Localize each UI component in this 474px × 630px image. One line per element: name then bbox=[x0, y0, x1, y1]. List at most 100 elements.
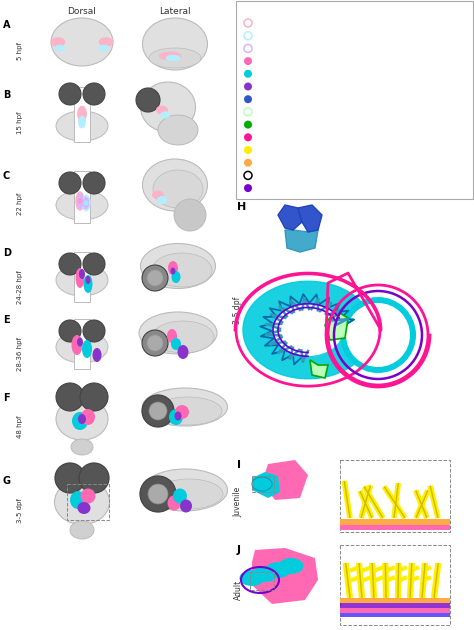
Ellipse shape bbox=[81, 409, 95, 425]
Ellipse shape bbox=[82, 195, 90, 210]
Ellipse shape bbox=[78, 194, 82, 208]
Ellipse shape bbox=[173, 488, 187, 503]
Circle shape bbox=[244, 171, 252, 180]
Ellipse shape bbox=[166, 55, 180, 61]
Text: 28-36 hpf: 28-36 hpf bbox=[17, 337, 23, 371]
Bar bbox=[340, 603, 450, 608]
Circle shape bbox=[340, 297, 416, 373]
Bar bbox=[74, 87, 90, 142]
Text: Endocardial Cell: Endocardial Cell bbox=[256, 84, 314, 89]
Text: 15 hpf: 15 hpf bbox=[17, 112, 23, 134]
Circle shape bbox=[59, 172, 81, 194]
Circle shape bbox=[244, 57, 252, 65]
Ellipse shape bbox=[51, 38, 65, 47]
Text: G: G bbox=[3, 476, 11, 486]
Ellipse shape bbox=[265, 562, 291, 578]
Text: Trabecular Myocardium: Trabecular Myocardium bbox=[256, 147, 340, 153]
Bar bbox=[252, 476, 274, 492]
Circle shape bbox=[136, 88, 160, 112]
Text: 3-5 dpf: 3-5 dpf bbox=[234, 296, 243, 324]
Circle shape bbox=[244, 19, 252, 27]
Ellipse shape bbox=[56, 398, 108, 440]
Ellipse shape bbox=[143, 159, 208, 211]
Ellipse shape bbox=[72, 335, 82, 355]
Ellipse shape bbox=[77, 338, 83, 346]
Circle shape bbox=[244, 44, 252, 52]
Text: D: D bbox=[3, 248, 11, 258]
Circle shape bbox=[83, 320, 105, 342]
Ellipse shape bbox=[83, 275, 92, 293]
Bar bbox=[250, 572, 274, 590]
Bar bbox=[74, 252, 90, 302]
Ellipse shape bbox=[152, 253, 212, 287]
Ellipse shape bbox=[56, 111, 108, 141]
Text: Dorsal: Dorsal bbox=[68, 7, 96, 16]
Text: B: B bbox=[3, 90, 10, 100]
Ellipse shape bbox=[167, 329, 177, 343]
Ellipse shape bbox=[85, 276, 91, 284]
Circle shape bbox=[244, 134, 252, 141]
Ellipse shape bbox=[71, 439, 93, 455]
Ellipse shape bbox=[160, 112, 170, 118]
Ellipse shape bbox=[167, 496, 181, 510]
Text: F: F bbox=[3, 393, 9, 403]
Text: E: E bbox=[3, 315, 9, 325]
Ellipse shape bbox=[56, 264, 108, 296]
Ellipse shape bbox=[139, 312, 217, 354]
Polygon shape bbox=[262, 460, 308, 500]
Text: 3-5 dpf: 3-5 dpf bbox=[17, 498, 23, 523]
Ellipse shape bbox=[70, 491, 86, 509]
Ellipse shape bbox=[158, 115, 198, 145]
Circle shape bbox=[244, 95, 252, 103]
Circle shape bbox=[59, 253, 81, 275]
Ellipse shape bbox=[159, 52, 181, 60]
Text: Adult: Adult bbox=[234, 580, 243, 600]
Bar bbox=[340, 519, 450, 525]
Text: I: I bbox=[237, 460, 241, 470]
Text: Coronary Vasculature: Coronary Vasculature bbox=[256, 173, 334, 178]
Bar bbox=[340, 525, 450, 530]
Circle shape bbox=[83, 200, 89, 205]
Bar bbox=[74, 171, 90, 223]
Text: 5 hpf: 5 hpf bbox=[17, 42, 23, 60]
Polygon shape bbox=[252, 548, 318, 604]
Circle shape bbox=[244, 120, 252, 129]
Ellipse shape bbox=[155, 479, 223, 509]
Ellipse shape bbox=[140, 244, 216, 289]
Text: Lateral: Lateral bbox=[159, 7, 191, 16]
Ellipse shape bbox=[143, 388, 228, 426]
Ellipse shape bbox=[78, 414, 86, 424]
Ellipse shape bbox=[143, 469, 228, 511]
Circle shape bbox=[83, 253, 105, 275]
Circle shape bbox=[244, 70, 252, 77]
Ellipse shape bbox=[279, 558, 303, 574]
Circle shape bbox=[78, 198, 82, 203]
Text: Epicardium: Epicardium bbox=[256, 134, 297, 140]
Ellipse shape bbox=[174, 411, 182, 420]
Ellipse shape bbox=[82, 340, 92, 358]
Circle shape bbox=[352, 309, 404, 361]
Text: 48 hpf: 48 hpf bbox=[17, 415, 23, 437]
Text: J: J bbox=[237, 545, 241, 555]
Ellipse shape bbox=[168, 261, 178, 275]
Ellipse shape bbox=[51, 18, 113, 66]
Circle shape bbox=[83, 83, 105, 105]
Circle shape bbox=[79, 463, 109, 493]
Ellipse shape bbox=[143, 18, 208, 70]
Ellipse shape bbox=[76, 192, 84, 210]
Ellipse shape bbox=[83, 197, 89, 209]
Text: Compact Myocardium: Primordial Layer: Compact Myocardium: Primordial Layer bbox=[256, 159, 399, 166]
Ellipse shape bbox=[56, 190, 108, 220]
Circle shape bbox=[244, 184, 252, 192]
Text: Atrio-Ventricular Canal: Atrio-Ventricular Canal bbox=[256, 109, 337, 115]
Ellipse shape bbox=[56, 331, 108, 363]
Circle shape bbox=[244, 108, 252, 116]
Ellipse shape bbox=[78, 106, 86, 122]
Polygon shape bbox=[325, 310, 348, 340]
Circle shape bbox=[244, 32, 252, 40]
Ellipse shape bbox=[239, 570, 264, 586]
Ellipse shape bbox=[172, 271, 181, 283]
Ellipse shape bbox=[99, 45, 109, 51]
Bar bbox=[340, 545, 450, 625]
Ellipse shape bbox=[72, 412, 88, 430]
